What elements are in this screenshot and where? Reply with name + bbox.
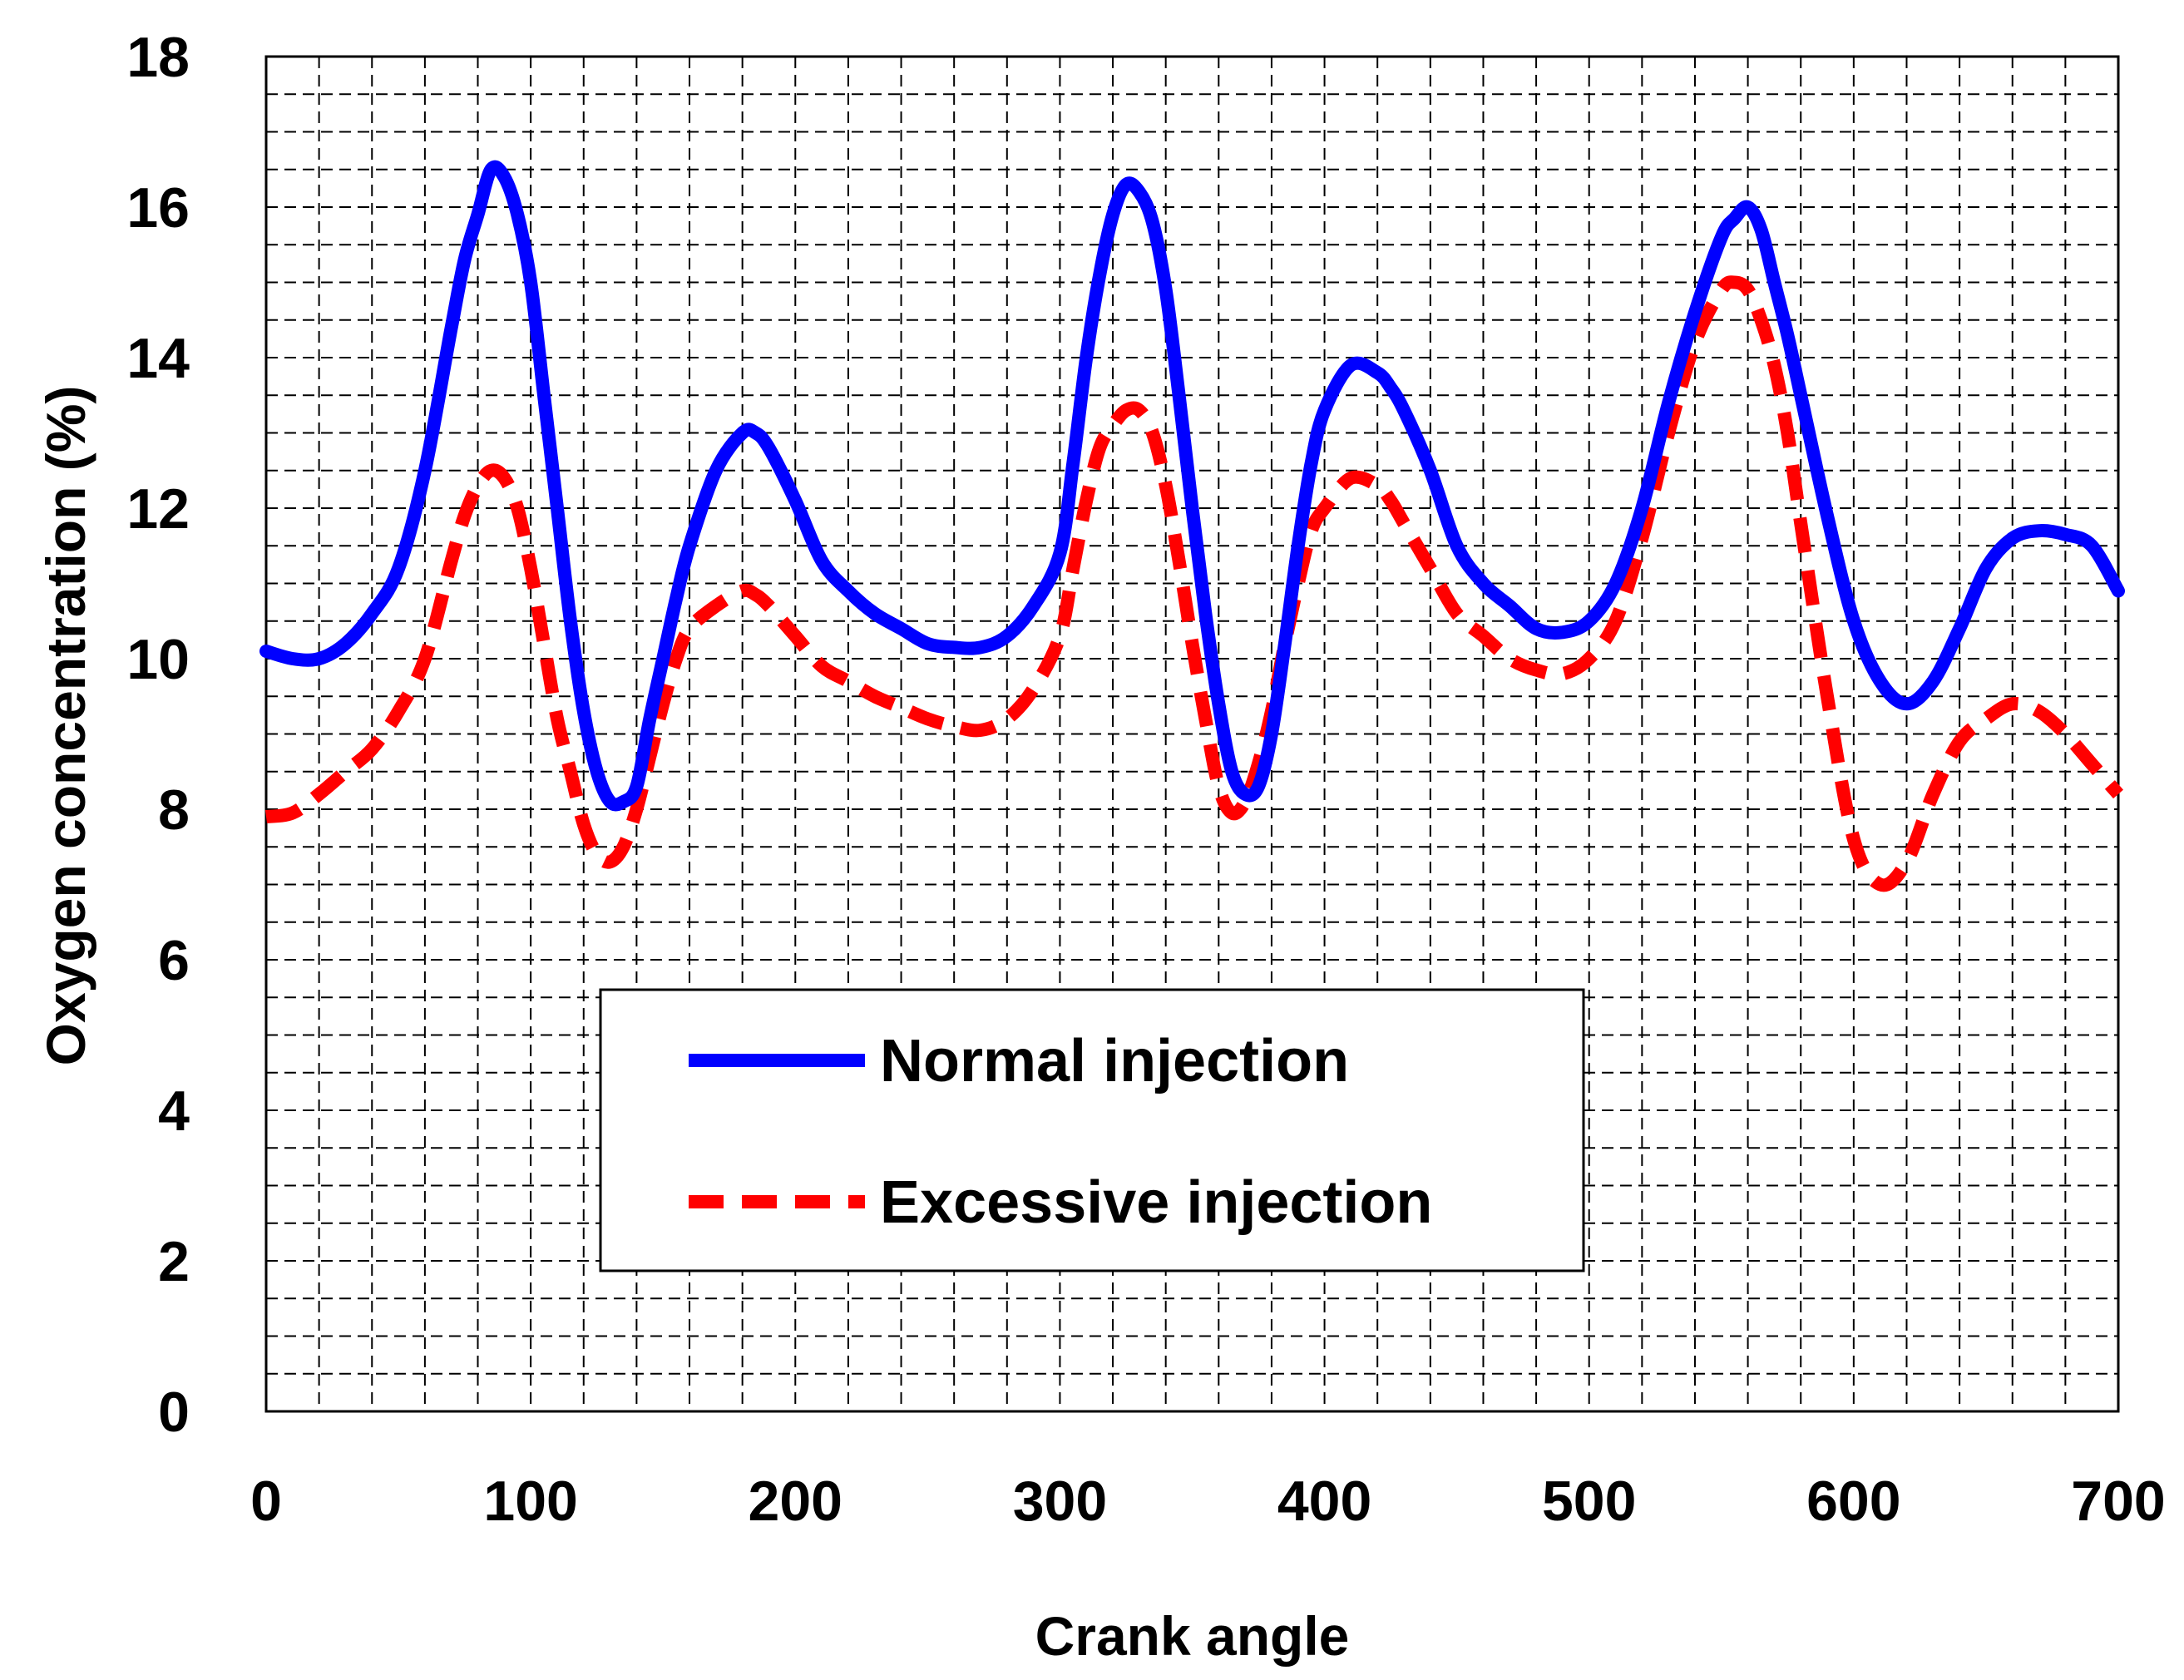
y-axis-title: Oxygen concentration (%)	[35, 386, 96, 1066]
y-axis-ticks: 0 2 4 6 8 10 12 14 16 18	[126, 26, 190, 1444]
y-tick-label: 2	[158, 1230, 190, 1293]
y-tick-label: 16	[126, 176, 190, 240]
y-tick-label: 4	[158, 1080, 190, 1143]
legend: Normal injection Excessive injection	[599, 988, 1585, 1272]
y-tick-label: 0	[158, 1381, 190, 1444]
x-tick-label: 300	[1013, 1470, 1107, 1533]
y-tick-label: 10	[126, 628, 190, 691]
x-tick-label: 400	[1277, 1470, 1371, 1533]
x-axis-ticks: 0 100 200 300 400 500 600 700	[250, 1470, 2166, 1533]
series-lines	[259, 160, 2125, 892]
legend-label-normal-injection: Normal injection	[880, 1028, 1349, 1094]
series-line-excessive-injection	[264, 275, 2123, 892]
plot-area-border	[264, 55, 2120, 1413]
x-tick-label: 200	[749, 1470, 842, 1533]
legend-box	[599, 988, 1585, 1272]
y-tick-label: 12	[126, 477, 190, 541]
x-tick-label: 600	[1806, 1470, 1900, 1533]
legend-label-excessive-injection: Excessive injection	[880, 1169, 1432, 1236]
y-tick-label: 18	[126, 26, 190, 89]
y-tick-label: 6	[158, 929, 190, 992]
y-tick-label: 8	[158, 778, 190, 842]
series-line-normal-injection	[259, 160, 2125, 812]
y-tick-label: 14	[126, 327, 190, 390]
x-tick-label: 0	[250, 1470, 282, 1533]
x-tick-label: 100	[483, 1470, 577, 1533]
x-tick-label: 500	[1542, 1470, 1636, 1533]
x-tick-label: 700	[2071, 1470, 2165, 1533]
x-axis-title: Crank angle	[1035, 1605, 1350, 1667]
